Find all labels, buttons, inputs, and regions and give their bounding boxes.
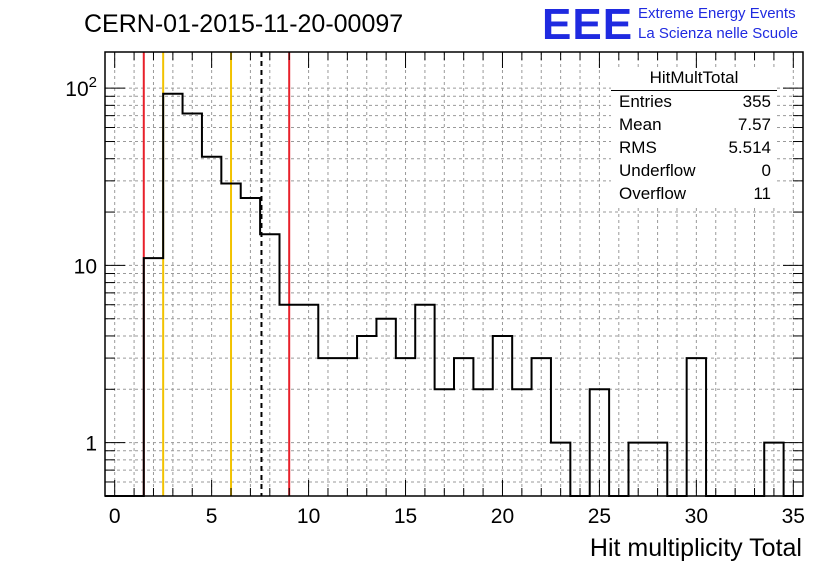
stats-row: Underflow 0 (619, 161, 771, 183)
stats-divider (611, 90, 777, 91)
stats-key: RMS (619, 138, 657, 157)
eee-logo: EEE (542, 0, 634, 49)
x-axis-title: Hit multiplicity Total (589, 534, 802, 562)
stats-value: 7.57 (737, 115, 771, 134)
x-tick-label: 0 (109, 505, 121, 528)
stats-box: HitMultTotal Entries 355 Mean 7.57 RMS 5… (611, 68, 777, 208)
stats-value: 355 (742, 92, 771, 111)
y-tick-label: 1 (85, 433, 97, 456)
stats-key: Overflow (619, 184, 687, 203)
x-tick-label: 35 (782, 505, 805, 528)
x-tick-label: 10 (297, 505, 320, 528)
x-tick-label: 5 (206, 505, 218, 528)
axis-ticks (105, 52, 803, 497)
stats-row: Overflow 11 (619, 184, 771, 206)
x-tick-label: 20 (491, 505, 514, 528)
y-tick-label: 10 (74, 255, 97, 278)
logo-line-2: La Scienza nelle Scuole (638, 25, 799, 42)
stats-title: HitMultTotal (649, 68, 739, 87)
chart-title: CERN-01-2015-11-20-00097 (84, 10, 404, 38)
y-tick-label: 102 (65, 74, 97, 101)
x-tick-label: 25 (588, 505, 611, 528)
stats-key: Entries (619, 92, 672, 111)
stats-value: 5.514 (728, 138, 771, 157)
x-tick-label: 15 (394, 505, 417, 528)
stats-value: 0 (761, 161, 771, 180)
stats-key: Underflow (619, 161, 696, 180)
stats-key: Mean (619, 115, 662, 134)
logo-line-1: Extreme Energy Events (638, 5, 796, 22)
stats-row: Mean 7.57 (619, 115, 771, 137)
stats-row: Entries 355 (619, 92, 771, 114)
stats-row: RMS 5.514 (619, 138, 771, 160)
x-tick-label: 30 (685, 505, 708, 528)
stats-value: 11 (753, 184, 771, 203)
